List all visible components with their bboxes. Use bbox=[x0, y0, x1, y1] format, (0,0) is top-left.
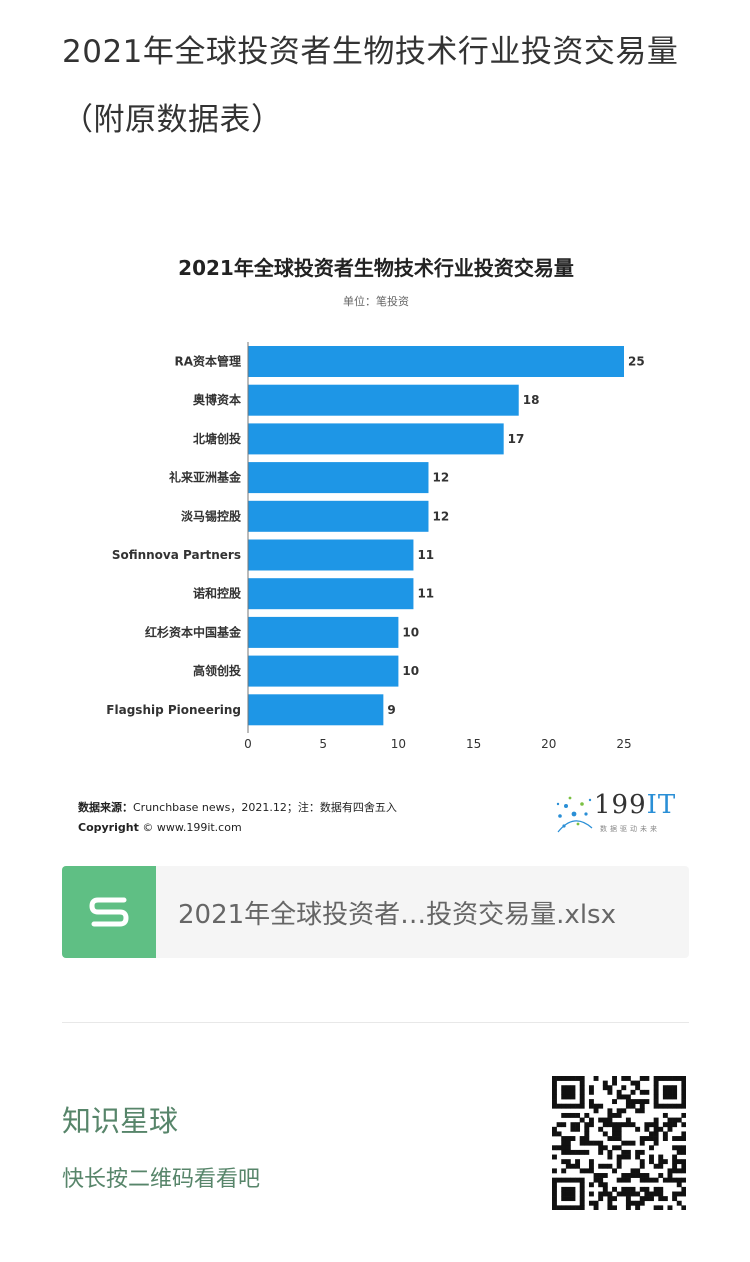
promo-title: 知识星球 bbox=[62, 1104, 179, 1138]
data-label: 10 bbox=[402, 664, 419, 678]
category-label: 奥博资本 bbox=[193, 392, 241, 407]
category-label: 北塘创投 bbox=[193, 431, 241, 446]
data-label: 18 bbox=[523, 393, 540, 407]
bar bbox=[248, 500, 429, 532]
data-label: 25 bbox=[628, 355, 645, 369]
category-label: Sofinnova Partners bbox=[112, 548, 241, 562]
attachment-card[interactable]: 2021年全球投资者…投资交易量.xlsx bbox=[62, 866, 689, 958]
data-label: 12 bbox=[432, 471, 449, 485]
chart-image: 2021年全球投资者生物技术行业投资交易量 单位：笔投资 RA资本管理 25 奥博资… bbox=[62, 236, 702, 846]
brand-name-prefix: 199 bbox=[594, 790, 647, 820]
category-label: 淡马锡控股 bbox=[181, 508, 242, 523]
copyright-label: Copyright bbox=[78, 821, 139, 834]
category-label: RA资本管理 bbox=[174, 354, 241, 369]
category-label: 高领创投 bbox=[193, 663, 241, 678]
section-divider bbox=[62, 1022, 689, 1023]
brand-slogan: 数据驱动未来 bbox=[600, 825, 660, 833]
data-label: 11 bbox=[417, 587, 434, 601]
bar bbox=[248, 578, 414, 610]
promo-subtitle: 快长按二维码看看吧 bbox=[62, 1167, 261, 1192]
category-label: 礼来亚洲基金 bbox=[169, 470, 242, 485]
attachment-file-name[interactable]: 2021年全球投资者…投资交易量.xlsx bbox=[178, 900, 616, 930]
data-label: 17 bbox=[508, 432, 525, 446]
chart-title: 2021年全球投资者生物技术行业投资交易量 bbox=[178, 256, 574, 280]
bar bbox=[248, 346, 624, 377]
source-label: 数据来源： bbox=[78, 801, 133, 814]
bar bbox=[248, 655, 399, 687]
bar-chart: RA资本管理 25 奥博资本 18 北塘创投 17 礼来亚洲基金 12 淡马锡控股 12 Sofin… bbox=[106, 342, 645, 751]
bar bbox=[248, 462, 429, 494]
bar bbox=[248, 616, 399, 648]
spreadsheet-s-icon bbox=[62, 866, 156, 958]
data-label: 11 bbox=[417, 548, 434, 562]
data-label: 12 bbox=[432, 509, 449, 523]
article-title: 2021年全球投资者生物技术行业投资交易量（附原数据表） bbox=[62, 34, 679, 138]
copyright-text: © www.199it.com bbox=[142, 821, 242, 834]
x-tick-label: 10 bbox=[391, 737, 406, 751]
brand-dots-icon bbox=[556, 796, 593, 833]
category-label: 诺和控股 bbox=[193, 586, 242, 601]
bar bbox=[248, 384, 519, 416]
brand-logo: 199IT 数据驱动未来 bbox=[552, 788, 692, 838]
chart-unit: 单位：笔投资 bbox=[343, 295, 409, 308]
qr-code-icon[interactable] bbox=[552, 1076, 686, 1210]
source-text: Crunchbase news，2021.12；注：数据有四舍五入 bbox=[133, 801, 397, 814]
bar bbox=[248, 423, 504, 455]
x-tick-label: 0 bbox=[244, 737, 252, 751]
category-label: Flagship Pioneering bbox=[106, 703, 241, 717]
category-label: 红杉资本中国基金 bbox=[145, 624, 242, 639]
x-tick-label: 15 bbox=[466, 737, 481, 751]
data-label: 10 bbox=[402, 625, 419, 639]
x-tick-label: 5 bbox=[319, 737, 327, 751]
bar bbox=[248, 694, 384, 726]
bar bbox=[248, 539, 414, 571]
x-tick-label: 20 bbox=[541, 737, 556, 751]
x-tick-label: 25 bbox=[616, 737, 631, 751]
data-label: 9 bbox=[387, 703, 395, 717]
chart-source: 数据来源：Crunchbase news，2021.12；注：数据有四舍五入 C… bbox=[78, 798, 397, 838]
brand-name: 199IT bbox=[594, 790, 676, 820]
brand-name-suffix: IT bbox=[646, 790, 677, 820]
